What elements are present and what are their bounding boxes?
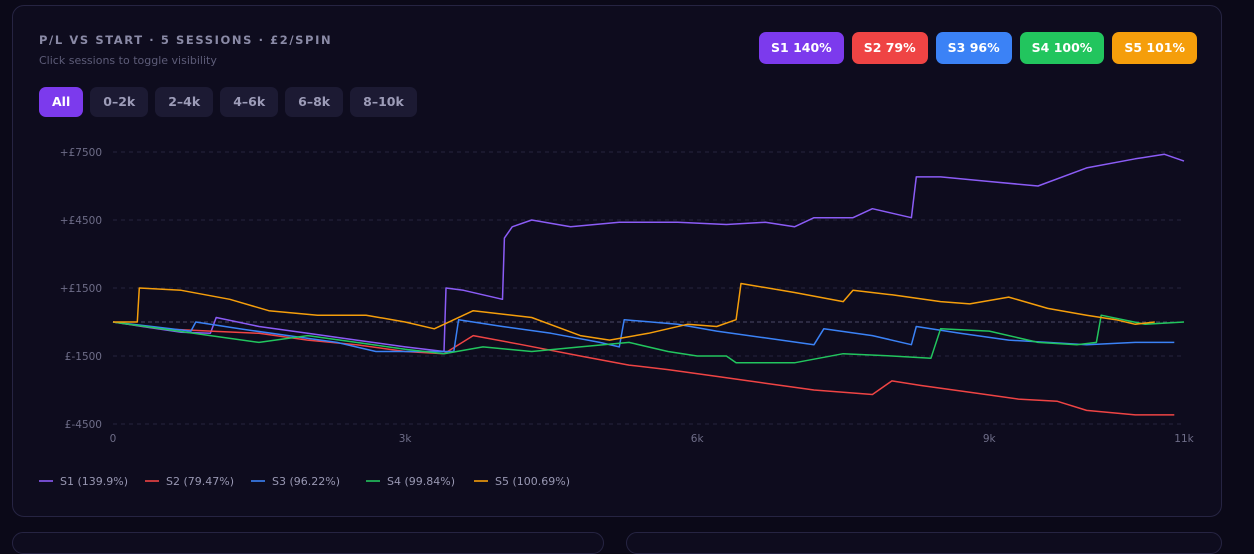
session-badge-s5[interactable]: S5 101% xyxy=(1112,32,1197,64)
chart-title: P/L VS START · 5 SESSIONS · £2/SPIN xyxy=(39,33,333,47)
series-line-s1 xyxy=(112,153,1185,353)
legend-label-s4: S4 (99.84%) xyxy=(387,475,455,488)
y-tick-label: £-4500 xyxy=(65,419,102,431)
session-badge-s3[interactable]: S3 96% xyxy=(935,32,1012,64)
series-line-s4 xyxy=(112,314,1185,364)
y-tick-label: +£4500 xyxy=(60,215,102,227)
legend-label-s3: S3 (96.22%) xyxy=(272,475,340,488)
x-tick-label: 11k xyxy=(1174,433,1194,445)
y-tick-label: £-1500 xyxy=(65,351,102,363)
legend-label-s2: S2 (79.47%) xyxy=(166,475,234,488)
chart-card: P/L VS START · 5 SESSIONS · £2/SPIN Clic… xyxy=(12,5,1222,517)
x-tick-label: 3k xyxy=(399,433,413,445)
range-filter-bar: All 0–2k 2–4k 4–6k 6–8k 8–10k xyxy=(39,87,417,117)
session-badges: S1 140% S2 79% S3 96% S4 100% S5 101% xyxy=(759,32,1197,64)
y-tick-label: +£1500 xyxy=(60,283,102,295)
legend-label-s1: S1 (139.9%) xyxy=(60,475,128,488)
series-line-s5 xyxy=(113,282,1155,341)
range-button-6-8k[interactable]: 6–8k xyxy=(285,87,344,117)
session-badge-s2[interactable]: S2 79% xyxy=(851,32,928,64)
range-button-4-6k[interactable]: 4–6k xyxy=(220,87,279,117)
x-tick-label: 6k xyxy=(691,433,705,445)
y-tick-label: +£7500 xyxy=(60,147,102,159)
range-button-8-10k[interactable]: 8–10k xyxy=(350,87,417,117)
range-button-2-4k[interactable]: 2–4k xyxy=(155,87,214,117)
session-badge-s1[interactable]: S1 140% xyxy=(759,32,844,64)
range-button-all[interactable]: All xyxy=(39,87,84,117)
x-tick-label: 9k xyxy=(983,433,997,445)
chart-subtitle: Click sessions to toggle visibility xyxy=(39,54,217,67)
pl-line-chart: +£7500 +£4500 +£1500 £-1500 £-4500 0 3k 6k 9k 11k… xyxy=(39,147,1195,488)
range-button-0-2k[interactable]: 0–2k xyxy=(90,87,149,117)
series-line-s3 xyxy=(112,318,1175,353)
x-tick-label: 0 xyxy=(110,433,117,445)
session-badge-s4[interactable]: S4 100% xyxy=(1019,32,1105,64)
legend-label-s5: S5 (100.69%) xyxy=(495,475,570,488)
next-card-right xyxy=(626,532,1222,554)
series-line-s2 xyxy=(112,321,1175,416)
next-card-left xyxy=(12,532,604,554)
